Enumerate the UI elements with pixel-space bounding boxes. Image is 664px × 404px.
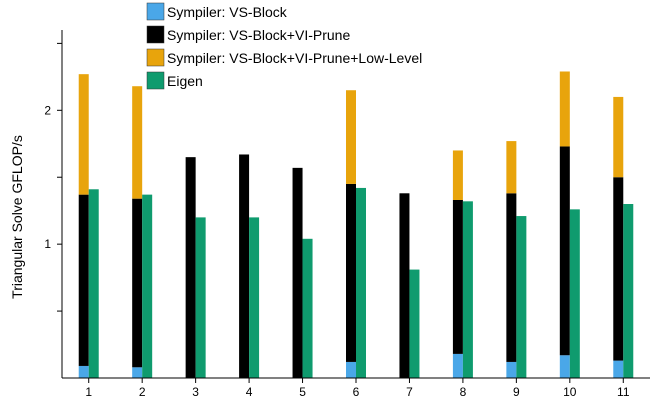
bar-series-1-cat-8: [452, 199, 463, 354]
bar-series-3-cat-7: [409, 269, 420, 378]
legend-swatch: [146, 71, 165, 90]
legend-label: Sympiler: VS-Block: [167, 4, 288, 20]
bar-series-1-cat-11: [613, 177, 624, 361]
x-tick-label: 11: [617, 385, 630, 399]
x-tick-label: 5: [299, 385, 306, 399]
legend-swatch: [146, 25, 165, 44]
bar-series-2-cat-6: [346, 90, 356, 184]
legend-label: Sympiler: VS-Block+VI-Prune+Low-Level: [167, 50, 422, 66]
bar-series-1-cat-7: [399, 193, 410, 378]
bar-series-1-cat-2: [132, 198, 143, 368]
bar-series-2-cat-11: [613, 96, 624, 178]
bar-series-0-cat-9: [506, 361, 517, 378]
bar-series-0-cat-2: [132, 367, 143, 378]
x-tick-label: 2: [139, 385, 146, 399]
x-tick-label: 10: [563, 385, 577, 399]
x-tick-label: 7: [406, 385, 413, 399]
bar-series-1-cat-9: [506, 193, 517, 362]
bar-series-1-cat-10: [559, 146, 570, 356]
x-tick-label: 3: [192, 385, 199, 399]
bar-series-3-cat-8: [462, 201, 473, 378]
legend-label: Sympiler: VS-Block+VI-Prune: [167, 27, 350, 43]
bar-series-3-cat-5: [302, 238, 313, 378]
bar-series-0-cat-6: [346, 361, 356, 378]
bar-series-2-cat-2: [132, 86, 143, 199]
bar-series-0-cat-1: [78, 365, 89, 378]
x-tick-label: 9: [513, 385, 520, 399]
bar-series-2-cat-1: [78, 74, 89, 195]
bar-series-3-cat-1: [88, 189, 99, 378]
x-ticks: 1 2 3 4 5 6 7 8 9 10 11: [85, 378, 630, 399]
x-tick-label: 8: [460, 385, 467, 399]
bar-series-1-cat-4: [239, 154, 250, 378]
bar-series-3-cat-4: [249, 217, 260, 378]
x-tick-label: 6: [353, 385, 360, 399]
bar-series-3-cat-10: [569, 209, 580, 378]
bar-series-1-cat-3: [185, 157, 196, 378]
bar-series-2-cat-9: [506, 141, 517, 194]
plot-area: [78, 71, 634, 378]
x-tick-label: 4: [246, 385, 253, 399]
bar-series-2-cat-10: [559, 71, 570, 147]
bar-series-3-cat-6: [356, 187, 366, 378]
legend-swatch: [146, 48, 165, 67]
legend-swatch: [146, 2, 165, 21]
bar-series-1-cat-1: [78, 194, 89, 366]
x-tick-label: 1: [85, 385, 92, 399]
legend-label: Eigen: [167, 73, 203, 89]
bar-series-3-cat-9: [516, 216, 527, 378]
y-tick-label: 1: [44, 237, 51, 251]
bar-series-2-cat-8: [452, 150, 463, 200]
bar-series-0-cat-8: [452, 353, 463, 378]
bar-series-0-cat-11: [613, 360, 624, 378]
legend: Sympiler: VS-Block Sympiler: VS-Block+VI-…: [146, 2, 422, 90]
bar-series-1-cat-5: [292, 167, 303, 378]
y-ticks: 12: [44, 42, 62, 312]
bar-series-1-cat-6: [346, 183, 356, 362]
bar-series-3-cat-3: [195, 217, 206, 378]
bar-series-3-cat-2: [142, 194, 153, 378]
y-tick-label: 2: [44, 103, 51, 117]
y-axis-label: Triangular Solve GFLOP/s: [9, 135, 25, 299]
bar-series-0-cat-10: [559, 355, 570, 378]
bar-series-3-cat-11: [623, 204, 634, 378]
